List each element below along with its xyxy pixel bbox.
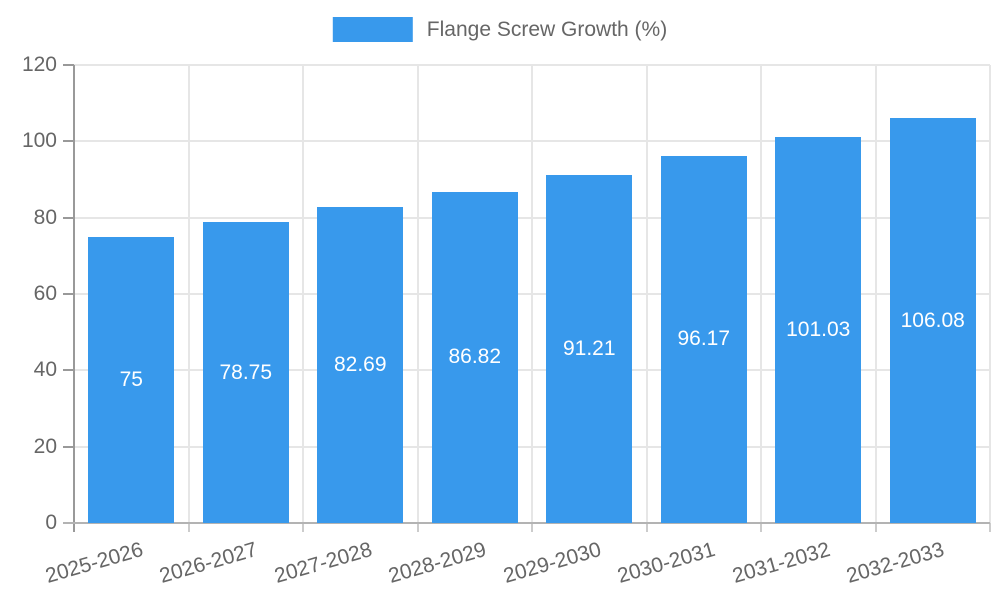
x-tick-mark xyxy=(416,523,419,532)
bar[interactable]: 75 xyxy=(88,236,175,523)
bar[interactable]: 78.75 xyxy=(202,222,289,523)
x-tick-mark xyxy=(989,523,991,532)
gridline-vertical xyxy=(760,65,762,523)
y-tick-mark xyxy=(63,369,74,372)
bar[interactable]: 91.21 xyxy=(546,174,633,523)
gridline-vertical xyxy=(187,65,190,523)
x-axis-tick-label: 2026-2027 xyxy=(157,538,261,588)
bar-value-label: 91.21 xyxy=(562,336,616,360)
gridline-vertical xyxy=(645,65,648,523)
x-axis-tick-label: 2029-2030 xyxy=(500,538,604,588)
y-axis-tick-label: 80 xyxy=(33,205,57,229)
legend[interactable]: Flange Screw Growth (%) xyxy=(332,17,668,42)
bar-value-label: 78.75 xyxy=(219,360,273,384)
gridline-vertical xyxy=(989,65,991,523)
x-axis-tick-label: 2027-2028 xyxy=(271,538,375,588)
gridline-vertical xyxy=(531,65,533,523)
x-tick-mark xyxy=(187,523,190,532)
y-axis-tick-label: 60 xyxy=(33,282,57,305)
y-axis-tick-label: 0 xyxy=(45,511,57,534)
y-tick-mark xyxy=(63,64,74,66)
bar[interactable]: 101.03 xyxy=(775,137,862,523)
x-axis-tick-label: 2031-2032 xyxy=(729,538,833,588)
x-tick-mark xyxy=(302,523,304,532)
y-axis-tick-label: 20 xyxy=(33,434,57,458)
bar[interactable]: 82.69 xyxy=(317,207,404,523)
legend-label: Flange Screw Growth (%) xyxy=(426,17,668,41)
x-tick-mark xyxy=(760,523,762,532)
y-tick-mark xyxy=(63,216,74,219)
bar-value-label: 96.17 xyxy=(677,327,731,351)
x-axis-tick-label: 2030-2031 xyxy=(615,538,719,588)
gridline-vertical xyxy=(416,65,419,523)
bar-value-label: 101.03 xyxy=(786,318,851,342)
bar[interactable]: 96.17 xyxy=(660,155,747,523)
x-axis-line xyxy=(63,522,990,524)
x-tick-mark xyxy=(874,523,877,532)
bar[interactable]: 106.08 xyxy=(889,118,976,523)
x-tick-mark xyxy=(645,523,648,532)
bar-value-label: 86.82 xyxy=(448,345,502,369)
gridline-vertical xyxy=(874,65,877,523)
y-axis-tick-label: 100 xyxy=(21,129,57,153)
x-tick-mark xyxy=(531,523,533,532)
bar-value-label: 75 xyxy=(119,367,143,391)
y-axis-tick-label: 120 xyxy=(21,53,57,76)
bar[interactable]: 86.82 xyxy=(431,191,518,523)
y-axis-line xyxy=(73,65,75,532)
y-tick-mark xyxy=(63,140,74,143)
y-axis-tick-label: 40 xyxy=(33,358,57,382)
y-tick-mark xyxy=(63,293,74,295)
x-axis-tick-label: 2028-2029 xyxy=(386,538,490,588)
legend-swatch xyxy=(332,17,413,42)
gridline-vertical xyxy=(302,65,304,523)
bar-value-label: 106.08 xyxy=(900,308,965,332)
x-axis-tick-label: 2025-2026 xyxy=(42,538,146,588)
bar-value-label: 82.69 xyxy=(333,353,387,377)
y-tick-mark xyxy=(63,445,74,448)
x-axis-tick-label: 2032-2033 xyxy=(844,538,948,588)
